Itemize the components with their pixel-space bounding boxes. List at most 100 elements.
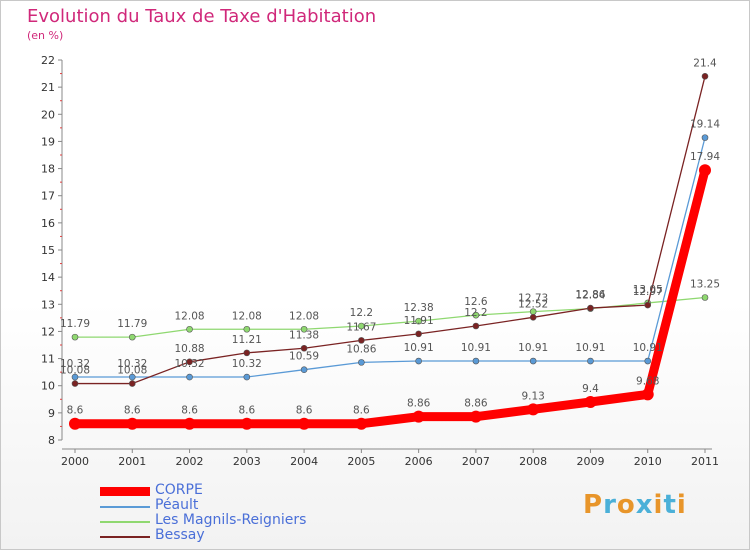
- data-label: 12.2: [350, 307, 373, 319]
- y-tick-label: 10: [41, 380, 55, 393]
- data-point: [529, 357, 537, 365]
- y-tick-label: 19: [41, 135, 55, 148]
- data-point: [527, 403, 540, 416]
- data-point: [587, 304, 594, 312]
- series-line-bessay: [74, 75, 706, 385]
- data-label: 8.86: [407, 398, 431, 410]
- y-tick-label: 16: [41, 217, 55, 230]
- data-point: [186, 358, 193, 366]
- data-point: [69, 417, 81, 430]
- data-point: [128, 333, 136, 341]
- legend-swatch-magnils: [100, 521, 150, 523]
- data-point: [186, 325, 193, 333]
- data-label: 8.6: [181, 405, 198, 417]
- data-label: 10.91: [518, 342, 548, 354]
- data-point: [300, 325, 308, 333]
- y-tick-label: 9: [48, 407, 55, 420]
- data-label: 8.6: [353, 405, 370, 417]
- data-point: [358, 359, 365, 366]
- legend-swatch-peault: [100, 506, 150, 508]
- x-tick-label: 2005: [347, 455, 375, 468]
- x-tick-label: 2004: [290, 455, 318, 468]
- data-point: [699, 164, 711, 177]
- data-point: [298, 417, 311, 430]
- logo-letter: i: [676, 490, 687, 520]
- data-point: [71, 373, 79, 381]
- x-tick-label: 2000: [61, 455, 89, 468]
- data-label: 21.4: [693, 57, 717, 69]
- data-label: 12.08: [289, 310, 319, 322]
- data-point: [415, 357, 422, 365]
- y-tick-label: 20: [41, 108, 55, 121]
- series-line-les-magnils-reigniers: [74, 296, 706, 338]
- y-tick-label: 13: [41, 298, 55, 311]
- proxiti-logo[interactable]: Proxiti: [583, 490, 687, 520]
- data-label: 12.84: [575, 290, 605, 302]
- data-label: 12.97: [633, 286, 663, 298]
- data-point: [240, 417, 253, 430]
- data-point: [243, 325, 251, 333]
- logo-letter: i: [653, 490, 664, 520]
- data-point: [587, 357, 594, 365]
- y-tick-label: 17: [41, 190, 55, 203]
- data-label: 8.86: [464, 398, 488, 410]
- data-label: 13.05: [633, 284, 663, 296]
- x-tick-label: 2006: [405, 455, 433, 468]
- data-label: 12.86: [575, 289, 605, 301]
- data-label: 13.25: [690, 279, 720, 291]
- data-point: [644, 357, 652, 365]
- data-label: 10.91: [575, 342, 605, 354]
- data-label: 8.6: [124, 405, 141, 417]
- legend-label-corpe: CORPE: [155, 482, 203, 498]
- data-point: [701, 134, 709, 141]
- data-label: 10.32: [60, 358, 90, 370]
- data-label: 8.6: [238, 405, 255, 417]
- data-label: 17.94: [690, 151, 720, 163]
- data-point: [472, 311, 480, 319]
- y-tick-label: 14: [41, 271, 55, 284]
- data-point: [472, 322, 480, 330]
- data-point: [472, 357, 480, 365]
- y-tick-label: 22: [41, 54, 55, 67]
- data-point: [529, 314, 537, 321]
- data-point: [300, 344, 308, 352]
- data-label: 10.32: [175, 358, 205, 370]
- data-point: [412, 410, 425, 423]
- x-tick-label: 2002: [176, 455, 204, 468]
- legend-swatch-bessay: [100, 536, 150, 538]
- data-label: 10.59: [289, 351, 319, 363]
- data-label: 10.86: [346, 343, 376, 355]
- y-tick-label: 8: [48, 434, 55, 447]
- series-line-corpe: [70, 165, 710, 429]
- y-tick-label: 18: [41, 163, 55, 176]
- series-line-p-ault: [74, 136, 706, 378]
- data-label: 11.79: [60, 318, 90, 330]
- x-tick-label: 2009: [576, 455, 604, 468]
- data-label: 12.73: [518, 293, 548, 305]
- data-label: 8.6: [296, 405, 313, 417]
- data-point: [415, 317, 422, 325]
- x-tick-label: 2003: [233, 455, 261, 468]
- data-point: [415, 330, 422, 338]
- data-point: [358, 322, 365, 330]
- data-point: [126, 417, 139, 430]
- data-label: 10.08: [60, 365, 90, 377]
- data-point: [300, 366, 308, 374]
- logo-letter: o: [616, 490, 636, 520]
- legend-label-peault: Péault: [155, 497, 199, 513]
- data-label: 19.14: [690, 119, 720, 131]
- data-label: 12.08: [175, 310, 205, 322]
- y-tick-label: 15: [41, 244, 55, 257]
- x-tick-label: 2001: [118, 455, 146, 468]
- data-label: 9.13: [521, 390, 544, 402]
- data-label: 12.2: [464, 307, 487, 319]
- logo-letter: P: [583, 490, 604, 520]
- data-point: [186, 373, 193, 381]
- data-point: [71, 333, 79, 341]
- data-point: [183, 417, 196, 430]
- data-point: [128, 373, 136, 381]
- x-tick-label: 2008: [519, 455, 547, 468]
- data-point: [584, 396, 597, 408]
